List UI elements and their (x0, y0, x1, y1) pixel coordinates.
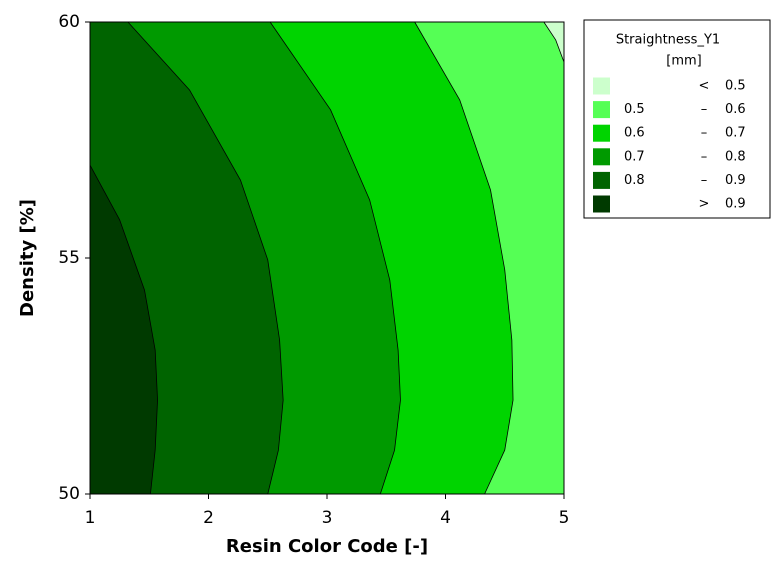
legend-sep: – (701, 126, 708, 141)
y-tick-label: 55 (58, 248, 80, 268)
y-axis-title: Density [%] (17, 199, 38, 317)
legend-to: 0.7 (725, 126, 746, 141)
x-tick-label: 5 (559, 508, 570, 528)
legend-unit: [mm] (666, 54, 701, 69)
contour-line (89, 164, 158, 495)
y-tick-label: 60 (58, 12, 80, 32)
legend-title: Straightness_Y1 (616, 33, 720, 48)
legend-box (583, 19, 771, 219)
contour-line (414, 21, 514, 495)
contour-line (269, 21, 401, 495)
legend-to: 0.5 (725, 79, 746, 94)
x-tick-label: 1 (85, 508, 96, 528)
legend-from: 0.6 (624, 126, 645, 141)
legend-swatch (593, 101, 610, 119)
contour-line (543, 21, 565, 63)
x-tick-label: 2 (203, 508, 214, 528)
legend-swatch (593, 77, 610, 95)
legend-from: 0.8 (624, 173, 645, 188)
legend-to: 0.8 (725, 149, 746, 164)
legend-sep: – (701, 149, 708, 164)
x-tick-label: 4 (440, 508, 451, 528)
contour-line (127, 21, 284, 495)
legend-swatch (593, 124, 610, 142)
legend-from: 0.5 (624, 102, 645, 117)
x-tick-label: 3 (322, 508, 333, 528)
legend-sep: < (699, 79, 710, 94)
legend-sep: > (699, 197, 710, 212)
legend-to: 0.6 (725, 102, 746, 117)
legend-swatch (593, 195, 610, 213)
legend-to: 0.9 (725, 173, 746, 188)
legend-swatch (593, 171, 610, 189)
legend-to: 0.9 (725, 197, 746, 212)
legend-swatch (593, 148, 610, 166)
contour-region (90, 22, 158, 494)
legend-sep: – (701, 102, 708, 117)
x-axis-title: Resin Color Code [-] (226, 536, 428, 557)
legend-sep: – (701, 173, 708, 188)
y-tick-label: 50 (58, 484, 80, 504)
legend-from: 0.7 (624, 149, 645, 164)
